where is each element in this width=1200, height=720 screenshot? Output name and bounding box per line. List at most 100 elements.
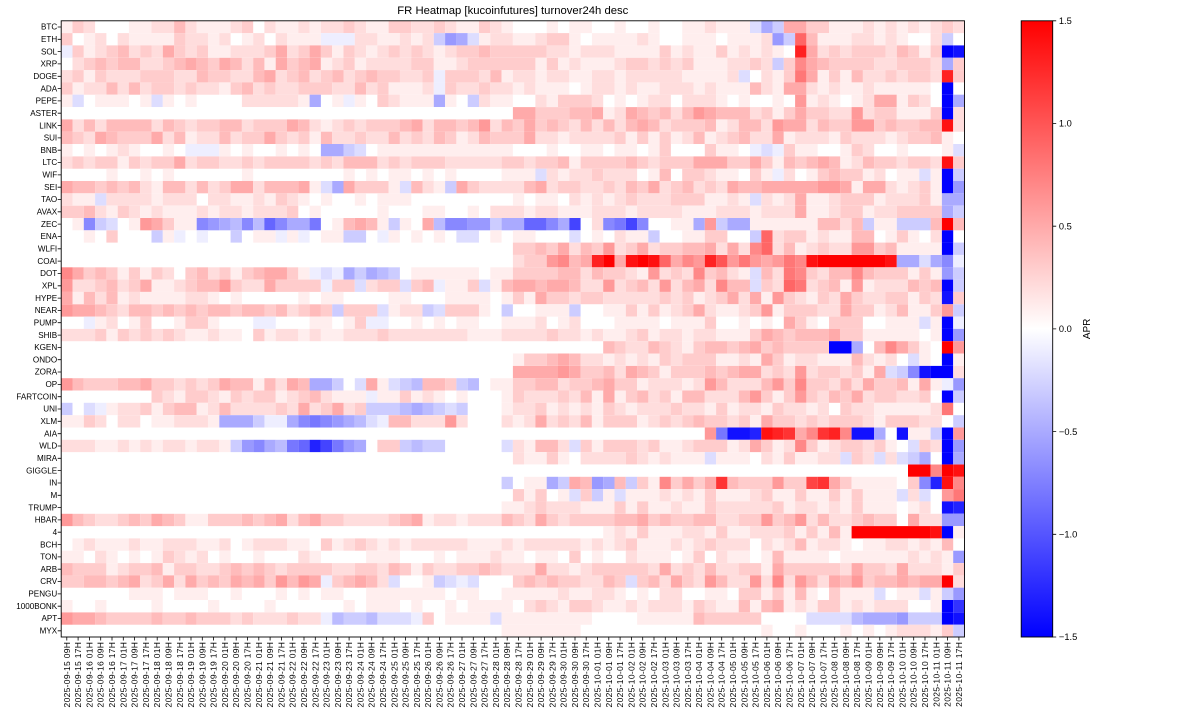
svg-text:2025-09-29 01H: 2025-09-29 01H [525, 642, 535, 708]
svg-text:2025-09-19 09H: 2025-09-19 09H [197, 642, 207, 708]
svg-text:COAI: COAI [37, 257, 57, 266]
svg-text:2025-10-01 01H: 2025-10-01 01H [593, 642, 603, 708]
svg-text:2025-10-10 01H: 2025-10-10 01H [897, 642, 907, 708]
svg-text:2025-09-22 09H: 2025-09-22 09H [299, 642, 309, 708]
svg-text:2025-09-17 17H: 2025-09-17 17H [141, 642, 151, 708]
svg-text:LTC: LTC [42, 158, 57, 167]
svg-text:−1.5: −1.5 [1059, 632, 1077, 642]
svg-text:2025-09-17 01H: 2025-09-17 01H [118, 642, 128, 708]
svg-text:GIGGLE: GIGGLE [26, 466, 58, 475]
svg-text:2025-09-16 01H: 2025-09-16 01H [84, 642, 94, 708]
svg-text:AIA: AIA [44, 429, 58, 438]
svg-text:2025-09-18 17H: 2025-09-18 17H [175, 642, 185, 708]
svg-text:2025-10-04 01H: 2025-10-04 01H [694, 642, 704, 708]
svg-text:TON: TON [40, 553, 57, 562]
svg-text:2025-09-28 09H: 2025-09-28 09H [502, 642, 512, 708]
svg-text:ZORA: ZORA [35, 368, 58, 377]
svg-text:2025-10-05 01H: 2025-10-05 01H [728, 642, 738, 708]
svg-text:FR Heatmap [kucoinfutures] tur: FR Heatmap [kucoinfutures] turnover24h d… [397, 5, 628, 17]
svg-text:2025-09-21 01H: 2025-09-21 01H [254, 642, 264, 708]
svg-text:XLM: XLM [41, 417, 58, 426]
svg-text:0.5: 0.5 [1059, 221, 1072, 231]
svg-text:2025-09-19 01H: 2025-09-19 01H [186, 642, 196, 708]
svg-text:2025-09-27 17H: 2025-09-27 17H [480, 642, 490, 708]
svg-text:WLD: WLD [39, 442, 57, 451]
svg-text:2025-09-16 17H: 2025-09-16 17H [107, 642, 117, 708]
svg-text:2025-09-28 17H: 2025-09-28 17H [514, 642, 524, 708]
svg-text:2025-10-04 17H: 2025-10-04 17H [717, 642, 727, 708]
svg-text:M: M [50, 491, 57, 500]
svg-text:2025-10-09 09H: 2025-10-09 09H [875, 642, 885, 708]
svg-text:1.5: 1.5 [1059, 16, 1072, 26]
svg-text:2025-09-15 17H: 2025-09-15 17H [73, 642, 83, 708]
svg-text:SUI: SUI [44, 134, 58, 143]
svg-text:−0.5: −0.5 [1059, 427, 1077, 437]
svg-text:KGEN: KGEN [34, 343, 57, 352]
svg-text:PEPE: PEPE [36, 97, 58, 106]
svg-text:WLFI: WLFI [38, 245, 57, 254]
svg-text:2025-09-21 17H: 2025-09-21 17H [276, 642, 286, 708]
svg-text:BTC: BTC [41, 23, 57, 32]
svg-text:2025-09-26 01H: 2025-09-26 01H [423, 642, 433, 708]
svg-text:UNI: UNI [43, 405, 57, 414]
svg-text:2025-10-10 17H: 2025-10-10 17H [920, 642, 930, 708]
svg-text:−1.0: −1.0 [1059, 530, 1077, 540]
svg-text:ASTER: ASTER [30, 109, 57, 118]
svg-text:2025-09-23 09H: 2025-09-23 09H [333, 642, 343, 708]
svg-text:2025-10-09 17H: 2025-10-09 17H [886, 642, 896, 708]
svg-text:4: 4 [53, 528, 58, 537]
svg-text:2025-09-24 01H: 2025-09-24 01H [355, 642, 365, 708]
svg-text:XRP: XRP [41, 60, 58, 69]
svg-text:2025-10-08 01H: 2025-10-08 01H [830, 642, 840, 708]
svg-text:1000BONK: 1000BONK [16, 602, 58, 611]
svg-text:2025-09-17 09H: 2025-09-17 09H [130, 642, 140, 708]
svg-text:2025-10-11 01H: 2025-10-11 01H [931, 642, 941, 707]
svg-text:DOT: DOT [40, 269, 57, 278]
svg-text:1.0: 1.0 [1059, 119, 1072, 129]
svg-text:2025-09-18 09H: 2025-09-18 09H [164, 642, 174, 708]
svg-text:2025-09-25 01H: 2025-09-25 01H [389, 642, 399, 708]
svg-text:SOL: SOL [41, 47, 58, 56]
svg-text:NEAR: NEAR [35, 306, 58, 315]
svg-text:ZEC: ZEC [41, 220, 57, 229]
svg-text:2025-09-26 09H: 2025-09-26 09H [435, 642, 445, 708]
svg-text:2025-09-27 01H: 2025-09-27 01H [457, 642, 467, 708]
svg-text:2025-10-07 09H: 2025-10-07 09H [807, 642, 817, 708]
svg-text:2025-10-02 09H: 2025-10-02 09H [638, 642, 648, 708]
svg-text:2025-09-24 17H: 2025-09-24 17H [378, 642, 388, 708]
svg-text:HYPE: HYPE [35, 294, 58, 303]
svg-text:2025-09-23 17H: 2025-09-23 17H [344, 642, 354, 708]
svg-text:2025-09-23 01H: 2025-09-23 01H [322, 642, 332, 708]
svg-text:2025-09-16 09H: 2025-09-16 09H [96, 642, 106, 708]
svg-text:2025-09-27 09H: 2025-09-27 09H [468, 642, 478, 708]
svg-text:2025-09-19 17H: 2025-09-19 17H [209, 642, 219, 708]
svg-text:2025-10-01 17H: 2025-10-01 17H [615, 642, 625, 708]
svg-text:2025-10-07 01H: 2025-10-07 01H [796, 642, 806, 708]
svg-text:WIF: WIF [42, 171, 57, 180]
svg-text:2025-09-24 09H: 2025-09-24 09H [367, 642, 377, 708]
svg-text:2025-09-20 01H: 2025-09-20 01H [220, 642, 230, 708]
svg-text:CRV: CRV [40, 577, 58, 586]
svg-text:2025-10-08 17H: 2025-10-08 17H [852, 642, 862, 708]
svg-text:2025-10-06 09H: 2025-10-06 09H [773, 642, 783, 708]
svg-text:TAO: TAO [41, 195, 57, 204]
svg-text:2025-09-30 09H: 2025-09-30 09H [570, 642, 580, 708]
svg-text:2025-10-02 17H: 2025-10-02 17H [649, 642, 659, 708]
svg-text:2025-09-29 09H: 2025-09-29 09H [536, 642, 546, 708]
svg-text:2025-10-03 09H: 2025-10-03 09H [672, 642, 682, 708]
svg-text:2025-10-05 17H: 2025-10-05 17H [751, 642, 761, 708]
svg-text:IN: IN [49, 479, 57, 488]
svg-text:TRUMP: TRUMP [28, 503, 57, 512]
svg-text:2025-09-25 09H: 2025-09-25 09H [401, 642, 411, 708]
svg-text:APR: APR [1082, 319, 1093, 340]
svg-text:BCH: BCH [40, 540, 57, 549]
svg-text:2025-10-04 09H: 2025-10-04 09H [705, 642, 715, 708]
svg-text:ARB: ARB [41, 565, 58, 574]
svg-text:MYX: MYX [40, 627, 58, 636]
svg-text:0.0: 0.0 [1059, 324, 1072, 334]
svg-text:2025-10-07 17H: 2025-10-07 17H [818, 642, 828, 708]
svg-text:2025-09-21 09H: 2025-09-21 09H [265, 642, 275, 708]
svg-text:2025-09-20 17H: 2025-09-20 17H [243, 642, 253, 708]
svg-text:2025-09-25 17H: 2025-09-25 17H [412, 642, 422, 708]
svg-text:2025-09-18 01H: 2025-09-18 01H [152, 642, 162, 708]
